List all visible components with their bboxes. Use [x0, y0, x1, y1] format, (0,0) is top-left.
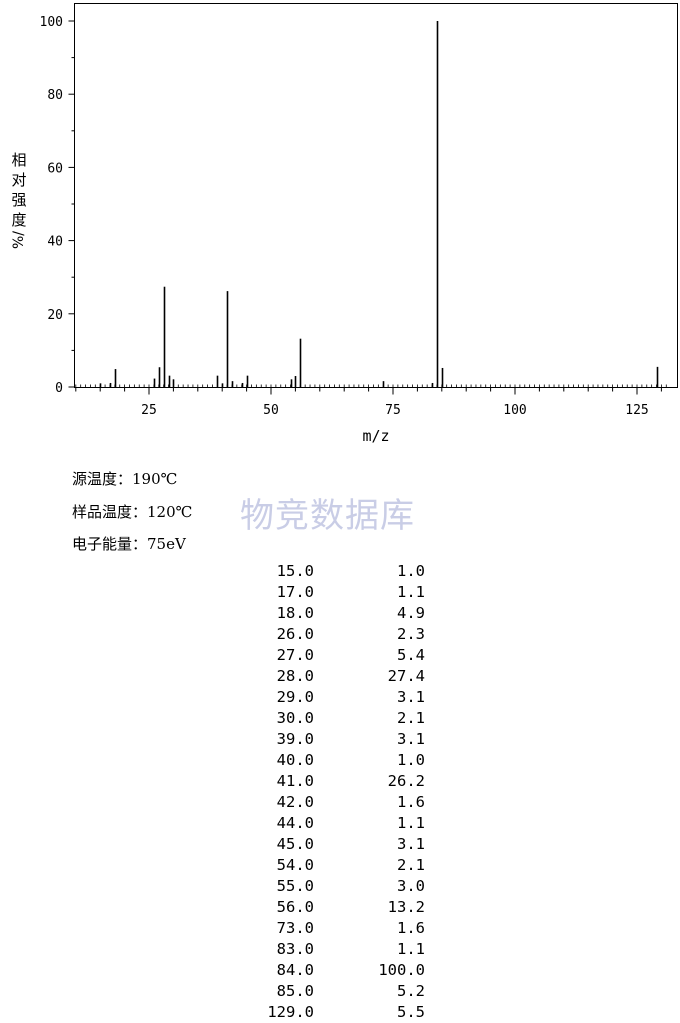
peak-table-row: 15.0 1.0 [0, 561, 680, 582]
spectrum-peaks [99, 21, 659, 388]
peak-table-row: 42.0 1.6 [0, 792, 680, 813]
y-tick-label: 100 [40, 15, 63, 30]
peak-intensity: 1.6 [397, 919, 425, 937]
y-tick-label: 20 [47, 308, 63, 323]
peak-intensity: 1.0 [397, 751, 425, 769]
peak-table-row: 85.0 5.2 [0, 981, 680, 1002]
peak-mz: 40.0 [276, 751, 314, 769]
peak-table-row: 26.0 2.3 [0, 624, 680, 645]
peak-table-row: 83.0 1.1 [0, 939, 680, 960]
peak-intensity: 3.1 [397, 835, 425, 853]
peak-intensity: 2.3 [397, 625, 425, 643]
peak-mz: 27.0 [276, 646, 314, 664]
peak-mz: 39.0 [276, 730, 314, 748]
x-tick-label: 125 [625, 403, 648, 418]
peak-mz: 45.0 [276, 835, 314, 853]
peak-table-row: 45.0 3.1 [0, 834, 680, 855]
peak-mz: 17.0 [276, 583, 314, 601]
peak-table-row: 44.0 1.1 [0, 813, 680, 834]
peak-table-row: 28.0 27.4 [0, 666, 680, 687]
y-axis-label-unit: %/ [11, 230, 27, 250]
peak-mz: 129.0 [267, 1003, 314, 1021]
peak-intensity: 13.2 [387, 898, 425, 916]
y-axis-label-char: 对 [11, 171, 27, 189]
peak-table-row: 129.0 5.5 [0, 1002, 680, 1023]
y-axis: 0 20 40 60 80 100 [40, 15, 75, 396]
peak-table-row: 30.0 2.1 [0, 708, 680, 729]
source-temperature: 源温度：190℃ [72, 470, 178, 488]
x-axis-label: m/z [362, 427, 389, 445]
peak-intensity: 1.1 [397, 583, 425, 601]
peak-intensity: 100.0 [378, 961, 425, 979]
peak-intensity: 27.4 [387, 667, 425, 685]
peak-table-row: 18.0 4.9 [0, 603, 680, 624]
peak-intensity: 5.4 [397, 646, 425, 664]
peak-table-row: 29.0 3.1 [0, 687, 680, 708]
mass-spectrum-chart: 0 20 40 60 80 100 25 50 75 100 125 m/z [40, 3, 678, 445]
peak-intensity: 3.1 [397, 730, 425, 748]
peak-mz: 18.0 [276, 604, 314, 622]
peak-table-row: 56.0 13.2 [0, 897, 680, 918]
plot-frame [74, 3, 678, 388]
peak-mz: 42.0 [276, 793, 314, 811]
peak-table-row: 41.0 26.2 [0, 771, 680, 792]
y-axis-label: 相 对 强 度 %/ [8, 150, 30, 250]
x-tick-label: 100 [503, 403, 526, 418]
peak-table-row: 84.0 100.0 [0, 960, 680, 981]
peak-table-row: 40.0 1.0 [0, 750, 680, 771]
peak-intensity: 1.6 [397, 793, 425, 811]
x-tick-label: 75 [385, 403, 401, 418]
peak-mz: 44.0 [276, 814, 314, 832]
peak-mz: 26.0 [276, 625, 314, 643]
peak-intensity: 5.2 [397, 982, 425, 1000]
y-tick-label: 0 [55, 381, 63, 396]
peak-mz: 83.0 [276, 940, 314, 958]
y-tick-label: 60 [47, 161, 63, 176]
peak-table-row: 54.0 2.1 [0, 855, 680, 876]
peak-intensity: 2.1 [397, 856, 425, 874]
y-axis-label-char: 相 [11, 151, 27, 169]
x-tick-label: 50 [263, 403, 279, 418]
y-axis-label-char: 度 [11, 211, 27, 229]
peak-intensity: 3.0 [397, 877, 425, 895]
peak-intensity: 1.0 [397, 562, 425, 580]
peak-mz: 41.0 [276, 772, 314, 790]
peak-mz: 15.0 [276, 562, 314, 580]
peak-mz: 29.0 [276, 688, 314, 706]
peak-mz: 28.0 [276, 667, 314, 685]
peak-mz: 84.0 [276, 961, 314, 979]
peak-table: 15.0 1.0 17.0 1.1 18.0 4.9 26.0 2.3 27.0 5.4 28.0 2… [0, 561, 680, 1023]
peak-table-row: 27.0 5.4 [0, 645, 680, 666]
peak-mz: 73.0 [276, 919, 314, 937]
peak-intensity: 3.1 [397, 688, 425, 706]
watermark: 物竞数据库 [240, 496, 415, 536]
peak-intensity: 26.2 [387, 772, 425, 790]
peak-intensity: 1.1 [397, 814, 425, 832]
peak-intensity: 1.1 [397, 940, 425, 958]
peak-mz: 56.0 [276, 898, 314, 916]
peak-table-row: 73.0 1.6 [0, 918, 680, 939]
peak-intensity: 4.9 [397, 604, 425, 622]
peak-intensity: 5.5 [397, 1003, 425, 1021]
peak-mz: 55.0 [276, 877, 314, 895]
electron-energy: 电子能量：75eV [72, 535, 186, 553]
peak-table-row: 39.0 3.1 [0, 729, 680, 750]
peak-table-row: 17.0 1.1 [0, 582, 680, 603]
y-axis-label-char: 强 [11, 191, 27, 209]
peak-table-row: 55.0 3.0 [0, 876, 680, 897]
peak-mz: 54.0 [276, 856, 314, 874]
sample-temperature: 样品温度：120℃ [72, 503, 193, 521]
y-tick-label: 80 [47, 88, 63, 103]
peak-mz: 30.0 [276, 709, 314, 727]
x-axis: 25 50 75 100 125 [75, 387, 662, 418]
peak-intensity: 2.1 [397, 709, 425, 727]
peak-mz: 85.0 [276, 982, 314, 1000]
y-tick-label: 40 [47, 235, 63, 250]
x-tick-label: 25 [141, 403, 157, 418]
